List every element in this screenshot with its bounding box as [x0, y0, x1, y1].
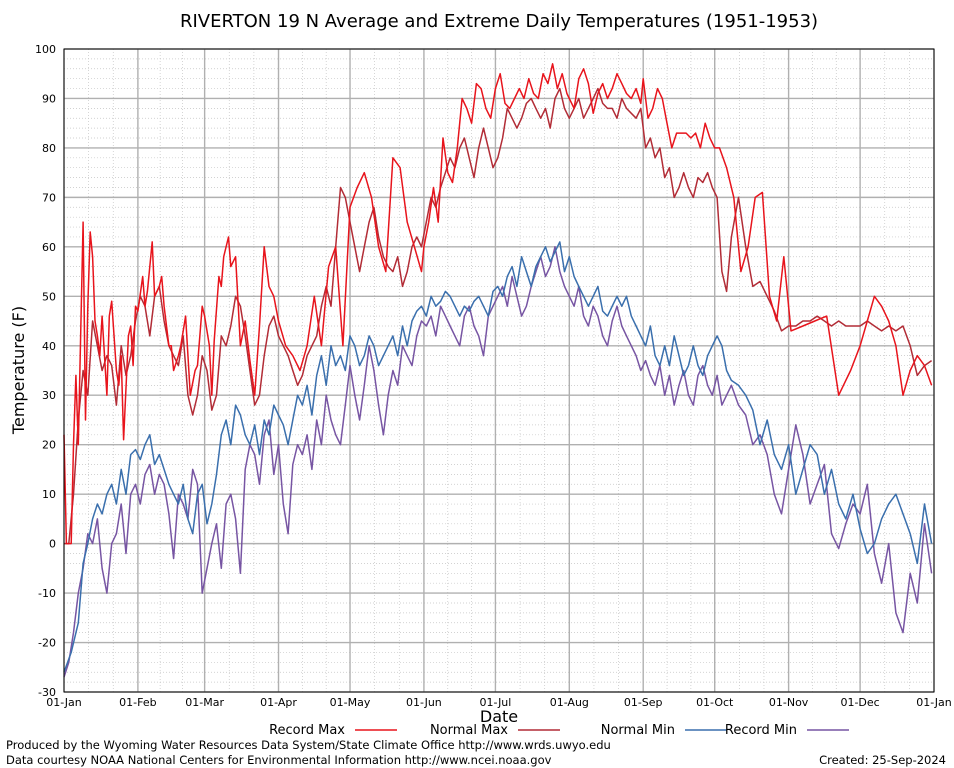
x-tick-label: 01-Apr — [260, 696, 297, 709]
y-tick-label: 50 — [42, 290, 56, 303]
x-tick-label: 01-Feb — [119, 696, 156, 709]
y-tick-label: -20 — [38, 637, 56, 650]
x-tick-label: 01-May — [330, 696, 371, 709]
y-tick-label: 80 — [42, 142, 56, 155]
y-tick-label: 70 — [42, 191, 56, 204]
y-tick-label: 90 — [42, 92, 56, 105]
legend-label: Normal Max — [430, 723, 508, 738]
y-tick-label: 10 — [42, 488, 56, 501]
y-tick-label: -10 — [38, 587, 56, 600]
x-tick-label: 01-Jan — [916, 696, 952, 709]
x-tick-label: 01-Jan — [46, 696, 82, 709]
footer-data-courtesy: Data courtesy NOAA National Centers for … — [6, 753, 552, 767]
plot-frame — [63, 48, 935, 693]
x-tick-label: 01-Sep — [624, 696, 663, 709]
x-tick-label: 01-Jul — [479, 696, 511, 709]
legend-label: Record Max — [269, 723, 345, 738]
y-tick-label: 100 — [35, 43, 56, 56]
axis-ticks: -30 -20 -10 0 10 20 30 40 50 60 70 80 90 100 01-Jan 01-… — [35, 43, 952, 709]
y-tick-label: -30 — [38, 686, 56, 699]
x-tick-label: 01-Dec — [840, 696, 879, 709]
footer-produced-by: Produced by the Wyoming Water Resources … — [6, 738, 611, 752]
y-tick-label: 30 — [42, 389, 56, 402]
y-tick-label: 0 — [49, 538, 56, 551]
y-axis-label: Temperature (F) — [9, 306, 28, 435]
series-lines — [63, 63, 933, 678]
y-tick-label: 40 — [42, 340, 56, 353]
y-tick-label: 20 — [42, 439, 56, 452]
series-line-normal-min — [63, 241, 933, 673]
chart-title: RIVERTON 19 N Average and Extreme Daily … — [180, 11, 818, 32]
x-tick-label: 01-Mar — [185, 696, 224, 709]
x-tick-label: 01-Aug — [550, 696, 589, 709]
series-line-record-max — [63, 63, 933, 545]
footer-created: Created: 25-Sep-2024 — [819, 753, 946, 767]
x-tick-label: 01-Oct — [696, 696, 734, 709]
legend-label: Record Min — [725, 723, 797, 738]
legend-label: Normal Min — [601, 723, 675, 738]
x-tick-label: 01-Jun — [406, 696, 442, 709]
legend: Record Max Normal Max Normal Min Record Min — [269, 723, 849, 738]
series-line-normal-max — [64, 87, 933, 545]
x-tick-label: 01-Nov — [769, 696, 809, 709]
x-axis-label: Date — [480, 707, 518, 726]
y-tick-label: 60 — [42, 241, 56, 254]
series-line-record-min — [63, 246, 933, 678]
